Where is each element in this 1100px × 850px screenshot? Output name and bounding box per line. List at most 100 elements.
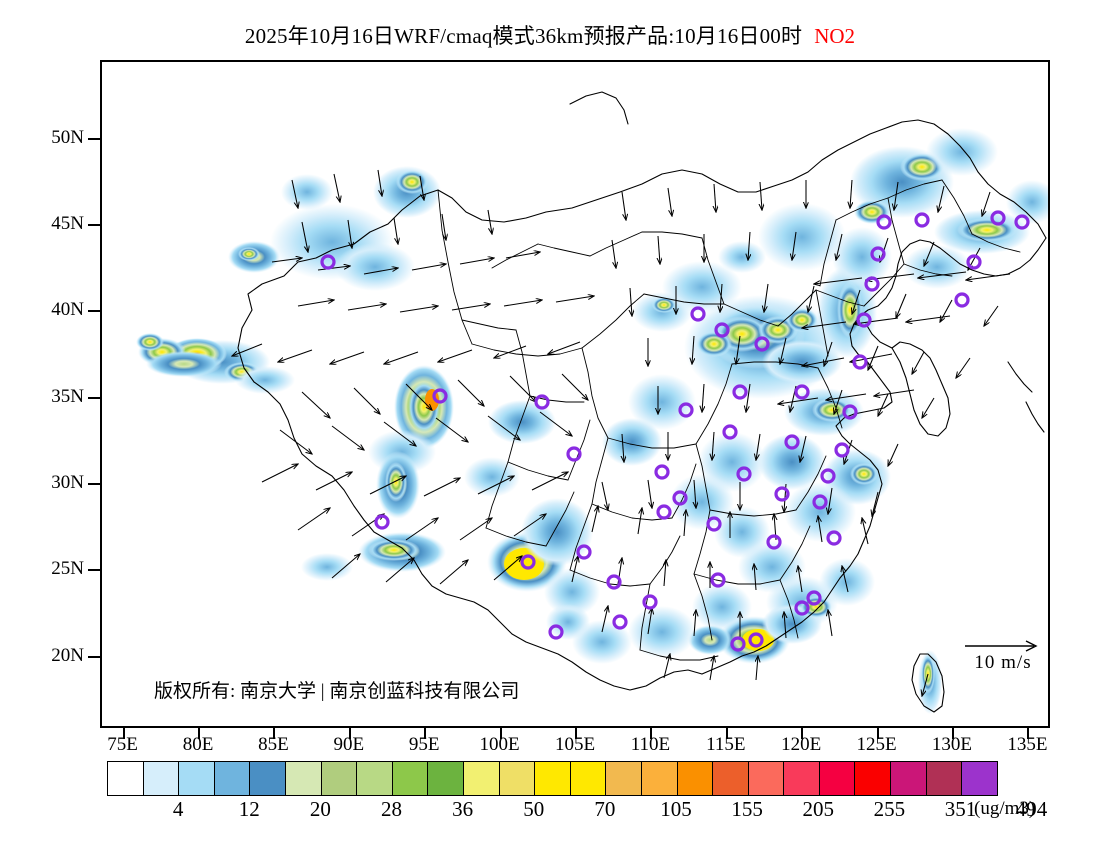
- colorbar-cell[interactable]: [784, 762, 820, 795]
- city-marker[interactable]: [766, 534, 782, 550]
- colorbar-cell[interactable]: [428, 762, 464, 795]
- longitude-tick-mark: [499, 728, 502, 739]
- city-marker[interactable]: [914, 212, 930, 228]
- city-marker[interactable]: [794, 600, 810, 616]
- colorbar-tick-label: 20: [309, 797, 331, 821]
- city-marker[interactable]: [730, 636, 746, 652]
- city-marker[interactable]: [736, 466, 752, 482]
- colorbar-cell[interactable]: [179, 762, 215, 795]
- longitude-tick-label: 80E: [182, 734, 214, 755]
- city-marker[interactable]: [954, 292, 970, 308]
- city-marker[interactable]: [990, 210, 1006, 226]
- city-marker[interactable]: [714, 322, 730, 338]
- city-marker[interactable]: [1014, 214, 1030, 230]
- colorbar-cell[interactable]: [285, 762, 322, 795]
- latitude-tick-mark: [88, 655, 100, 658]
- city-marker[interactable]: [966, 254, 982, 270]
- city-marker[interactable]: [548, 624, 564, 640]
- city-marker[interactable]: [864, 276, 880, 292]
- colorbar-cell[interactable]: [819, 762, 856, 795]
- longitude-tick-mark: [951, 728, 954, 739]
- city-marker[interactable]: [320, 254, 336, 270]
- colorbar-cell[interactable]: [108, 762, 144, 795]
- colorbar-cell[interactable]: [392, 762, 429, 795]
- city-marker[interactable]: [374, 514, 390, 530]
- colorbar-cell[interactable]: [463, 762, 500, 795]
- latitude-tick-mark: [88, 137, 100, 140]
- city-marker[interactable]: [852, 354, 868, 370]
- city-marker[interactable]: [812, 494, 828, 510]
- colorbar-cell[interactable]: [748, 762, 785, 795]
- longitude-tick-label: 95E: [408, 734, 440, 755]
- colorbar-cell[interactable]: [641, 762, 678, 795]
- colorbar-cell[interactable]: [535, 762, 571, 795]
- city-marker[interactable]: [754, 336, 770, 352]
- colorbar-cell[interactable]: [926, 762, 963, 795]
- city-marker[interactable]: [856, 312, 872, 328]
- city-marker[interactable]: [706, 516, 722, 532]
- city-marker[interactable]: [520, 554, 536, 570]
- city-marker-layer[interactable]: [320, 210, 1030, 726]
- city-marker[interactable]: [806, 590, 822, 606]
- colorbar-cell[interactable]: [606, 762, 642, 795]
- colorbar-cell[interactable]: [855, 762, 892, 795]
- city-marker[interactable]: [656, 504, 672, 520]
- colorbar-cell[interactable]: [891, 762, 927, 795]
- city-marker[interactable]: [784, 434, 800, 450]
- city-marker[interactable]: [678, 402, 694, 418]
- latitude-tick-label: 20N: [51, 644, 84, 666]
- colorbar-cell[interactable]: [570, 762, 607, 795]
- latitude-tick-mark: [88, 482, 100, 485]
- longitude-tick-label: 105E: [554, 734, 596, 755]
- wind-vector-field: [232, 169, 1011, 726]
- city-marker[interactable]: [612, 614, 628, 630]
- city-marker[interactable]: [654, 464, 670, 480]
- city-marker[interactable]: [672, 490, 688, 506]
- colorbar-tick-label: 351: [944, 797, 977, 821]
- city-marker[interactable]: [820, 468, 836, 484]
- city-marker[interactable]: [710, 572, 726, 588]
- colorbar-tick-label: 4: [172, 797, 184, 821]
- city-marker[interactable]: [576, 544, 592, 560]
- city-marker[interactable]: [774, 486, 790, 502]
- longitude-tick-label: 115E: [706, 734, 746, 755]
- colorbar-cell[interactable]: [143, 762, 180, 795]
- city-marker[interactable]: [842, 404, 858, 420]
- colorbar-cell[interactable]: [214, 762, 251, 795]
- city-marker[interactable]: [876, 214, 892, 230]
- colorbar-tick-label: 50: [523, 797, 545, 821]
- city-marker[interactable]: [870, 246, 886, 262]
- city-marker[interactable]: [606, 574, 622, 590]
- city-marker[interactable]: [432, 388, 448, 404]
- city-marker[interactable]: [534, 394, 550, 410]
- colorbar-cell[interactable]: [250, 762, 286, 795]
- latitude-tick-label: 35N: [51, 385, 84, 407]
- longitude-tick-mark: [122, 728, 125, 739]
- city-marker[interactable]: [834, 442, 850, 458]
- longitude-tick-label: 120E: [781, 734, 822, 755]
- longitude-tick-label: 85E: [258, 734, 289, 755]
- colorbar-cell[interactable]: [499, 762, 536, 795]
- colorbar-cell[interactable]: [357, 762, 393, 795]
- city-marker[interactable]: [794, 384, 810, 400]
- concentration-field: [136, 128, 1048, 714]
- longitude-tick-mark: [876, 728, 879, 739]
- city-marker[interactable]: [826, 530, 842, 546]
- map-canvas[interactable]: [102, 62, 1048, 726]
- colorbar[interactable]: [107, 761, 998, 796]
- city-marker[interactable]: [722, 424, 738, 440]
- colorbar-cell[interactable]: [713, 762, 749, 795]
- longitude-tick-mark: [801, 728, 804, 739]
- colorbar-tick-label: 105: [660, 797, 692, 821]
- city-marker[interactable]: [748, 632, 764, 648]
- city-marker[interactable]: [732, 384, 748, 400]
- colorbar-cell[interactable]: [677, 762, 714, 795]
- colorbar-cell[interactable]: [321, 762, 358, 795]
- colorbar-cell[interactable]: [962, 762, 997, 795]
- map-plot-frame[interactable]: 版权所有: 南京大学 | 南京创蓝科技有限公司 10 m/s: [100, 60, 1050, 728]
- colorbar-tick-label: 12: [238, 797, 260, 821]
- city-marker[interactable]: [566, 446, 582, 462]
- city-marker[interactable]: [642, 594, 658, 610]
- longitude-tick-label: 110E: [630, 734, 671, 755]
- city-marker[interactable]: [690, 306, 706, 322]
